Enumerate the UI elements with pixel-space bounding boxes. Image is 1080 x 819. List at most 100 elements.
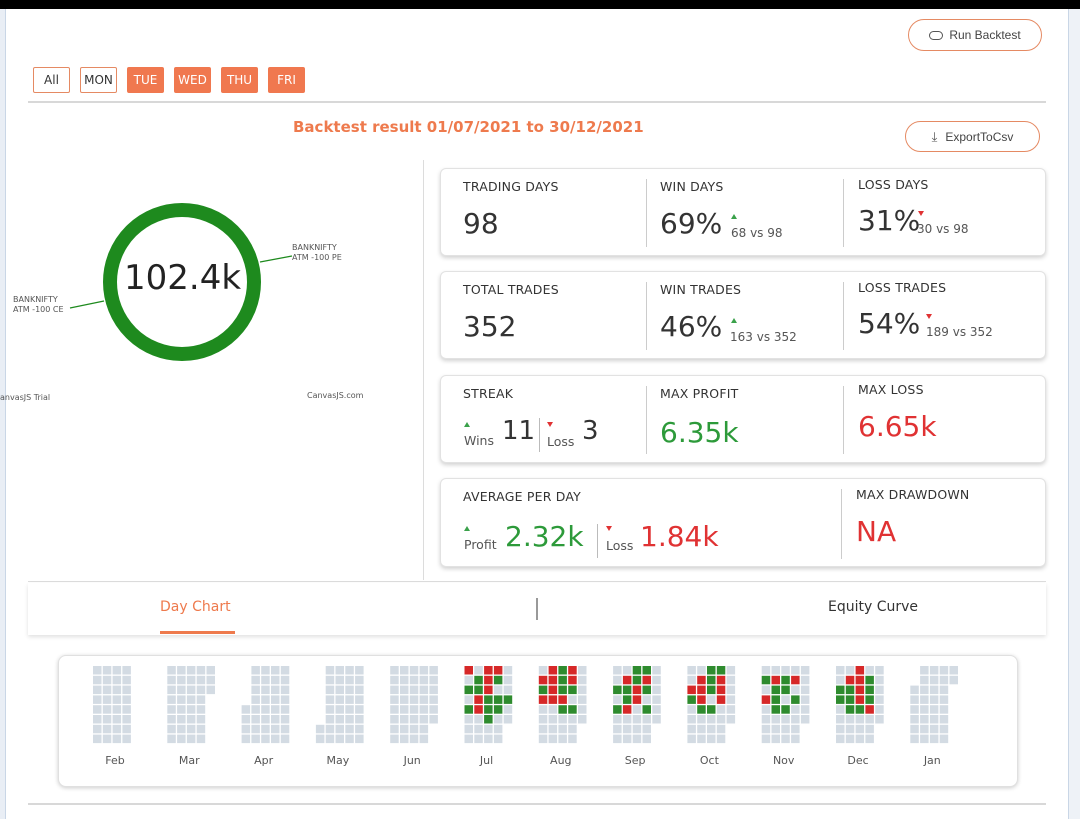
heatmap-day-cell[interactable] [325,685,335,695]
heatmap-day-cell[interactable] [206,675,216,685]
heatmap-day-cell[interactable] [538,675,548,685]
heatmap-day-cell[interactable] [251,675,260,685]
run-backtest-button[interactable]: Run Backtest [908,19,1042,51]
heatmap-day-cell[interactable] [409,734,419,744]
day-filter-all[interactable]: All [33,67,70,93]
heatmap-day-cell[interactable] [949,675,959,685]
heatmap-day-cell[interactable] [632,715,642,724]
heatmap-day-cell[interactable] [538,734,548,744]
heatmap-day-cell[interactable] [761,666,771,675]
heatmap-day-cell[interactable] [781,724,790,734]
heatmap-day-cell[interactable] [345,675,354,685]
heatmap-day-cell[interactable] [93,695,102,704]
heatmap-day-cell[interactable] [241,734,251,744]
heatmap-day-cell[interactable] [568,666,577,675]
heatmap-day-cell[interactable] [102,705,112,714]
heatmap-day-cell[interactable] [206,666,216,675]
heatmap-day-cell[interactable] [102,685,112,695]
heatmap-day-cell[interactable] [474,675,483,685]
heatmap-day-cell[interactable] [613,666,622,675]
heatmap-day-cell[interactable] [484,685,493,695]
heatmap-day-cell[interactable] [697,724,706,734]
heatmap-day-cell[interactable] [687,734,696,744]
heatmap-day-cell[interactable] [800,685,810,695]
heatmap-day-cell[interactable] [409,685,419,695]
heatmap-day-cell[interactable] [325,695,335,704]
heatmap-day-cell[interactable] [345,685,354,695]
heatmap-day-cell[interactable] [613,685,622,695]
heatmap-day-cell[interactable] [419,695,429,704]
heatmap-day-cell[interactable] [568,695,577,704]
heatmap-day-cell[interactable] [920,715,929,724]
heatmap-day-cell[interactable] [558,734,567,744]
heatmap-day-cell[interactable] [726,705,736,714]
heatmap-day-cell[interactable] [800,675,810,685]
heatmap-day-cell[interactable] [538,715,548,724]
heatmap-day-cell[interactable] [707,675,716,685]
heatmap-day-cell[interactable] [112,734,122,744]
heatmap-day-cell[interactable] [538,666,548,675]
heatmap-day-cell[interactable] [271,666,280,675]
heatmap-day-cell[interactable] [419,715,429,724]
heatmap-day-cell[interactable] [112,724,122,734]
heatmap-day-cell[interactable] [558,724,567,734]
heatmap-day-cell[interactable] [939,705,949,714]
heatmap-day-cell[interactable] [400,675,409,685]
heatmap-day-cell[interactable] [345,715,354,724]
heatmap-day-cell[interactable] [93,715,102,724]
heatmap-day-cell[interactable] [855,695,865,704]
heatmap-day-cell[interactable] [538,685,548,695]
heatmap-day-cell[interactable] [484,705,493,714]
heatmap-day-cell[interactable] [464,666,474,675]
heatmap-day-cell[interactable] [781,734,790,744]
heatmap-day-cell[interactable] [400,666,409,675]
heatmap-day-cell[interactable] [271,715,280,724]
heatmap-day-cell[interactable] [920,705,929,714]
heatmap-day-cell[interactable] [687,695,696,704]
heatmap-day-cell[interactable] [429,685,438,695]
heatmap-day-cell[interactable] [716,715,726,724]
heatmap-day-cell[interactable] [241,715,251,724]
heatmap-day-cell[interactable] [687,715,696,724]
heatmap-day-cell[interactable] [345,705,354,714]
heatmap-day-cell[interactable] [122,734,131,744]
heatmap-day-cell[interactable] [355,675,364,685]
heatmap-day-cell[interactable] [464,675,474,685]
heatmap-day-cell[interactable] [419,666,429,675]
heatmap-day-cell[interactable] [642,666,652,675]
heatmap-day-cell[interactable] [800,666,810,675]
heatmap-day-cell[interactable] [345,666,354,675]
heatmap-day-cell[interactable] [167,695,176,704]
heatmap-day-cell[interactable] [697,705,706,714]
heatmap-day-cell[interactable] [271,695,280,704]
heatmap-day-cell[interactable] [558,705,567,714]
heatmap-day-cell[interactable] [845,705,855,714]
heatmap-day-cell[interactable] [697,675,706,685]
heatmap-day-cell[interactable] [632,675,642,685]
heatmap-day-cell[interactable] [558,715,567,724]
heatmap-day-cell[interactable] [196,675,206,685]
heatmap-day-cell[interactable] [102,715,112,724]
heatmap-day-cell[interactable] [177,715,186,724]
heatmap-day-cell[interactable] [177,695,186,704]
heatmap-day-cell[interactable] [325,715,335,724]
heatmap-day-cell[interactable] [206,685,216,695]
heatmap-day-cell[interactable] [875,675,884,685]
heatmap-day-cell[interactable] [261,685,270,695]
heatmap-day-cell[interactable] [791,675,800,685]
heatmap-day-cell[interactable] [568,705,577,714]
tab-equity-curve[interactable]: Equity Curve [828,599,919,615]
heatmap-day-cell[interactable] [177,675,186,685]
heatmap-day-cell[interactable] [390,734,399,744]
heatmap-day-cell[interactable] [241,724,251,734]
heatmap-day-cell[interactable] [845,695,855,704]
heatmap-day-cell[interactable] [325,675,335,685]
heatmap-day-cell[interactable] [548,685,558,695]
heatmap-day-cell[interactable] [93,666,102,675]
heatmap-day-cell[interactable] [652,715,661,724]
heatmap-day-cell[interactable] [791,685,800,695]
heatmap-day-cell[interactable] [280,695,290,704]
heatmap-day-cell[interactable] [493,666,503,675]
heatmap-day-cell[interactable] [761,715,771,724]
heatmap-day-cell[interactable] [538,705,548,714]
